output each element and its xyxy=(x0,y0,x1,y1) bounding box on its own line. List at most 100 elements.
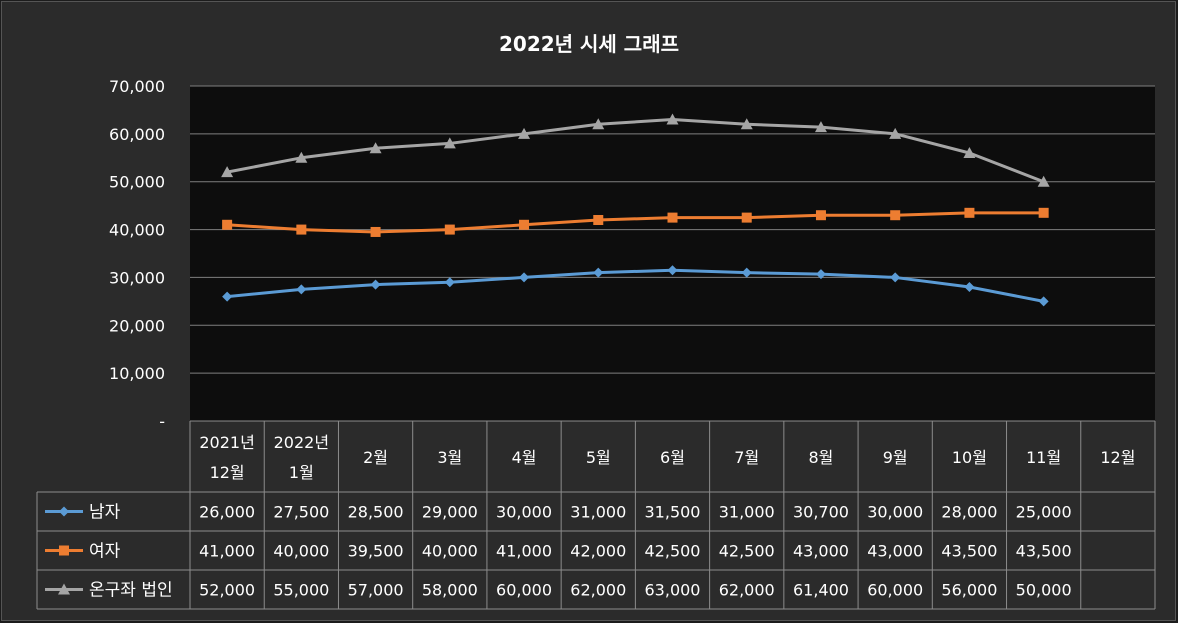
data-point-female xyxy=(296,224,307,235)
legend-marker-male xyxy=(59,506,69,517)
x-category-label: 6월 xyxy=(660,448,685,467)
table-cell-male: 28,500 xyxy=(348,503,404,522)
legend-label-male: 남자 xyxy=(89,503,121,523)
table-cell-female: 43,000 xyxy=(867,542,923,561)
table-cell-corp: 55,000 xyxy=(273,581,329,600)
y-tick-label: 40,000 xyxy=(109,221,165,240)
data-point-male xyxy=(222,291,233,302)
table-cell-female: 42,000 xyxy=(570,542,626,561)
table-cell-corp: 56,000 xyxy=(941,581,997,600)
data-point-corp xyxy=(592,118,605,130)
table-cell-female: 42,500 xyxy=(719,542,775,561)
x-category-label: 4월 xyxy=(512,448,537,467)
table-cell-female: 43,500 xyxy=(1016,542,1072,561)
data-point-female xyxy=(444,224,455,235)
x-category-label: 2022년 1월 xyxy=(274,433,329,482)
data-point-male xyxy=(296,284,307,295)
legend-marker-corp xyxy=(58,583,70,595)
data-point-female xyxy=(815,210,826,221)
data-point-corp xyxy=(666,113,679,125)
x-category-label: 8월 xyxy=(809,448,834,467)
table-cell-female: 41,000 xyxy=(496,542,552,561)
table-cell-male: 28,000 xyxy=(941,503,997,522)
data-point-male xyxy=(964,282,975,292)
data-point-male xyxy=(741,267,752,278)
table-cell-male: 31,000 xyxy=(570,503,626,522)
data-point-male xyxy=(519,272,530,283)
data-point-corp xyxy=(889,127,902,139)
table-cell-female: 41,000 xyxy=(199,542,255,561)
data-point-female xyxy=(222,219,233,230)
table-cell-corp: 62,000 xyxy=(719,581,775,600)
data-point-corp xyxy=(814,121,827,133)
data-point-female xyxy=(519,219,530,230)
x-category-label: 7월 xyxy=(734,448,759,467)
x-category-label: 3월 xyxy=(437,448,462,467)
table-cell-female: 43,000 xyxy=(793,542,849,561)
chart-title: 2022년 시세 그래프 xyxy=(499,32,679,56)
table-cell-corp: 60,000 xyxy=(867,581,923,600)
series-line-female xyxy=(227,211,1044,234)
y-tick-label: 60,000 xyxy=(109,125,165,144)
table-cell-corp: 58,000 xyxy=(422,581,478,600)
y-tick-label: 30,000 xyxy=(109,268,165,287)
plot-area xyxy=(190,86,1155,421)
data-point-male xyxy=(890,272,901,283)
table-cell-female: 40,000 xyxy=(273,542,329,561)
data-point-corp xyxy=(963,147,976,158)
data-point-female xyxy=(964,207,975,218)
y-tick-label: 70,000 xyxy=(109,77,165,96)
legend-label-female: 여자 xyxy=(89,542,121,562)
table-cell-male: 30,000 xyxy=(867,503,923,522)
table-cell-male: 31,000 xyxy=(719,503,775,522)
table-cell-male: 30,000 xyxy=(496,503,552,522)
table-cell-corp: 57,000 xyxy=(348,581,404,600)
table-cell-male: 30,700 xyxy=(793,503,849,522)
y-tick-label: 50,000 xyxy=(109,173,165,192)
table-cell-male: 29,000 xyxy=(422,503,478,522)
table-cell-female: 40,000 xyxy=(422,542,478,561)
data-point-corp xyxy=(1037,175,1050,187)
table-cell-female: 42,500 xyxy=(645,542,701,561)
data-point-male xyxy=(370,279,381,290)
table-cell-male: 26,000 xyxy=(199,503,255,522)
legend-marker-female xyxy=(59,545,69,556)
data-point-male xyxy=(1038,296,1049,307)
table-cell-corp: 60,000 xyxy=(496,581,552,600)
table-cell-corp: 61,400 xyxy=(793,581,849,600)
data-point-female xyxy=(890,210,901,221)
x-category-label: 11월 xyxy=(1026,448,1061,467)
y-tick-label: - xyxy=(159,412,165,431)
table-cell-corp: 52,000 xyxy=(199,581,255,600)
x-category-label: 2월 xyxy=(363,448,388,467)
data-point-corp xyxy=(740,118,753,130)
table-cell-male: 31,500 xyxy=(645,503,701,522)
data-point-female xyxy=(667,212,678,223)
data-point-female xyxy=(1038,207,1049,218)
legend-label-corp: 온구좌 법인 xyxy=(89,581,173,601)
series-line-corp xyxy=(226,118,1045,184)
x-category-label: 2021년 12월 xyxy=(199,433,254,482)
y-tick-label: 20,000 xyxy=(109,316,165,335)
data-point-female xyxy=(741,212,752,223)
table-cell-male: 25,000 xyxy=(1016,503,1072,522)
data-point-corp xyxy=(221,166,234,178)
data-point-female xyxy=(593,215,604,225)
data-point-male xyxy=(815,269,826,280)
table-cell-corp: 62,000 xyxy=(570,581,626,600)
data-point-male xyxy=(667,265,678,276)
x-category-label: 10월 xyxy=(952,448,987,467)
data-point-corp xyxy=(295,151,308,163)
x-category-label: 12월 xyxy=(1100,448,1135,467)
x-category-label: 9월 xyxy=(883,448,908,467)
y-tick-label: 10,000 xyxy=(109,364,165,383)
table-cell-corp: 50,000 xyxy=(1016,581,1072,600)
table-cell-female: 39,500 xyxy=(348,542,404,561)
data-point-corp xyxy=(443,137,456,149)
data-point-corp xyxy=(369,142,382,154)
data-point-male xyxy=(593,267,604,278)
table-cell-corp: 63,000 xyxy=(645,581,701,600)
data-point-male xyxy=(444,277,455,288)
data-point-female xyxy=(370,226,381,237)
